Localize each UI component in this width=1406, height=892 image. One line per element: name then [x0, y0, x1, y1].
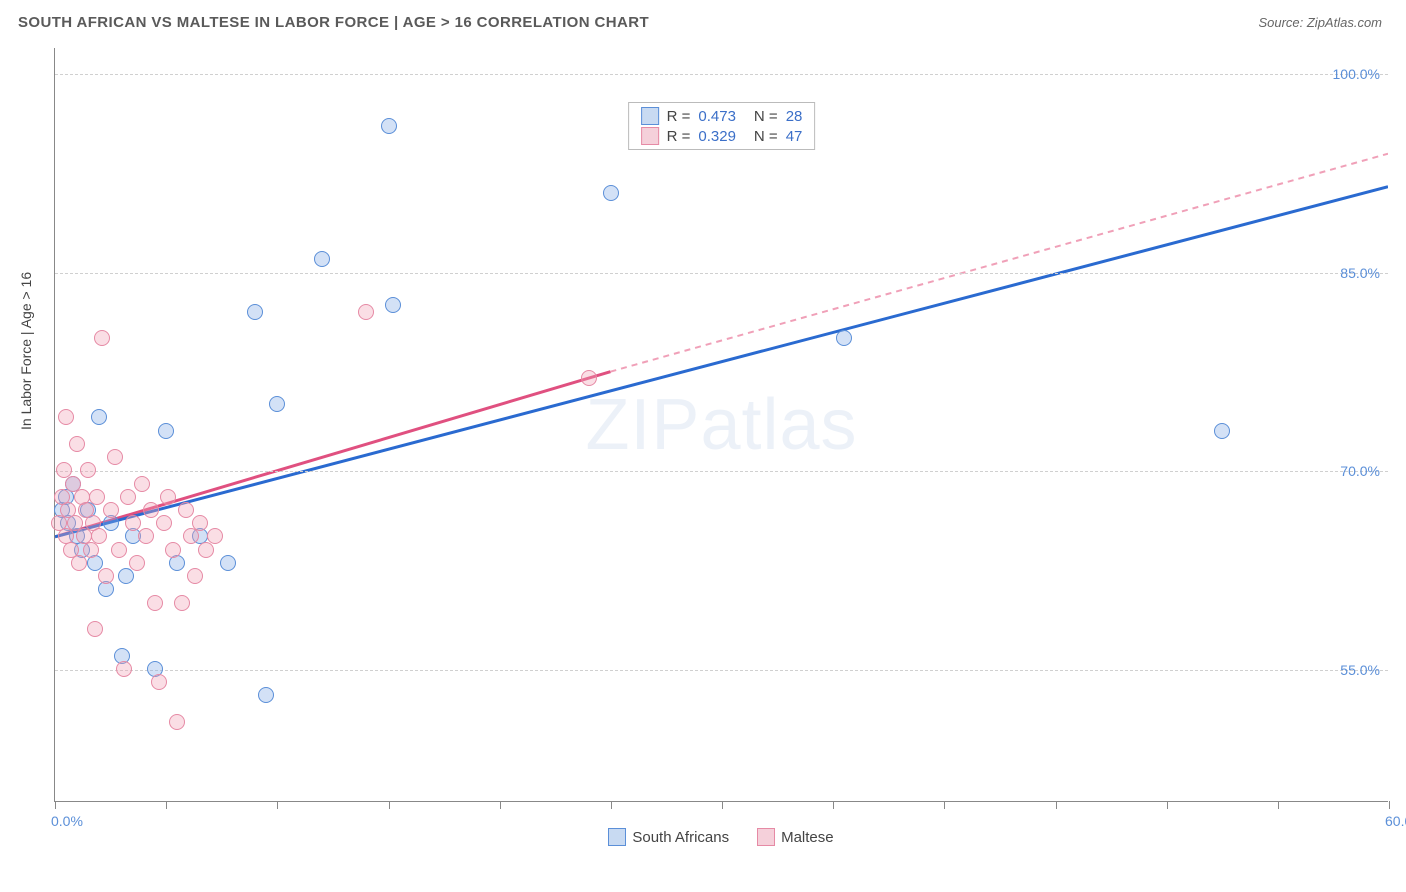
chart-title: SOUTH AFRICAN VS MALTESE IN LABOR FORCE … — [18, 14, 649, 31]
stat-n-value: 28 — [786, 108, 803, 125]
data-point — [98, 568, 114, 584]
data-point — [358, 304, 374, 320]
stat-r-label: R = — [667, 128, 691, 145]
y-tick-label: 85.0% — [1340, 265, 1380, 281]
y-axis-title: In Labor Force | Age > 16 — [18, 272, 34, 430]
x-tick — [166, 801, 167, 809]
data-point — [80, 462, 96, 478]
legend-swatch — [757, 828, 775, 846]
data-point — [156, 515, 172, 531]
chart-area: ZIPatlas R = 0.473 N = 28 R = 0.329 N = … — [54, 48, 1388, 802]
data-point — [69, 436, 85, 452]
data-point — [187, 568, 203, 584]
x-tick — [500, 801, 501, 809]
x-tick — [55, 801, 56, 809]
gridline — [55, 74, 1388, 75]
data-point — [178, 502, 194, 518]
stat-n-label: N = — [754, 128, 778, 145]
gridline — [55, 471, 1388, 472]
data-point — [94, 330, 110, 346]
stats-row: R = 0.473 N = 28 — [641, 107, 803, 125]
stat-r-label: R = — [667, 108, 691, 125]
data-point — [71, 555, 87, 571]
data-point — [138, 528, 154, 544]
x-tick — [833, 801, 834, 809]
data-point — [87, 621, 103, 637]
x-tick — [1389, 801, 1390, 809]
x-tick — [1167, 801, 1168, 809]
data-point — [247, 304, 263, 320]
x-tick — [722, 801, 723, 809]
legend-swatch — [608, 828, 626, 846]
stat-n-value: 47 — [786, 128, 803, 145]
data-point — [381, 118, 397, 134]
data-point — [91, 528, 107, 544]
y-tick-label: 70.0% — [1340, 463, 1380, 479]
data-point — [118, 568, 134, 584]
legend-label: Maltese — [781, 829, 834, 846]
stats-legend: R = 0.473 N = 28 R = 0.329 N = 47 — [628, 102, 816, 150]
trend-lines — [55, 48, 1388, 801]
legend-swatch — [641, 107, 659, 125]
data-point — [147, 595, 163, 611]
data-point — [165, 542, 181, 558]
data-point — [169, 714, 185, 730]
data-point — [58, 409, 74, 425]
gridline — [55, 670, 1388, 671]
data-point — [836, 330, 852, 346]
data-point — [125, 515, 141, 531]
y-tick-label: 100.0% — [1333, 66, 1380, 82]
data-point — [129, 555, 145, 571]
x-tick — [1278, 801, 1279, 809]
data-point — [120, 489, 136, 505]
data-point — [192, 515, 208, 531]
legend-item: South Africans — [608, 828, 729, 846]
x-tick — [389, 801, 390, 809]
data-point — [111, 542, 127, 558]
data-point — [134, 476, 150, 492]
data-point — [116, 661, 132, 677]
x-tick — [277, 801, 278, 809]
legend-item: Maltese — [757, 828, 834, 846]
data-point — [220, 555, 236, 571]
x-tick — [611, 801, 612, 809]
data-point — [314, 251, 330, 267]
data-point — [158, 423, 174, 439]
data-point — [160, 489, 176, 505]
data-point — [269, 396, 285, 412]
header-row: SOUTH AFRICAN VS MALTESE IN LABOR FORCE … — [0, 0, 1406, 41]
stats-row: R = 0.329 N = 47 — [641, 127, 803, 145]
data-point — [603, 185, 619, 201]
data-point — [207, 528, 223, 544]
data-point — [151, 674, 167, 690]
stat-r-value: 0.329 — [698, 128, 736, 145]
x-tick-label: 0.0% — [51, 813, 83, 829]
y-tick-label: 55.0% — [1340, 662, 1380, 678]
gridline — [55, 273, 1388, 274]
data-point — [174, 595, 190, 611]
data-point — [258, 687, 274, 703]
watermark: ZIPatlas — [585, 384, 857, 466]
source-label: Source: ZipAtlas.com — [1258, 15, 1382, 30]
data-point — [385, 297, 401, 313]
legend-label: South Africans — [632, 829, 729, 846]
data-point — [581, 370, 597, 386]
data-point — [107, 449, 123, 465]
x-tick — [1056, 801, 1057, 809]
stat-n-label: N = — [754, 108, 778, 125]
data-point — [143, 502, 159, 518]
data-point — [103, 502, 119, 518]
x-tick-label: 60.0% — [1385, 813, 1406, 829]
data-point — [91, 409, 107, 425]
stat-r-value: 0.473 — [698, 108, 736, 125]
bottom-legend: South Africans Maltese — [54, 828, 1388, 846]
legend-swatch — [641, 127, 659, 145]
data-point — [1214, 423, 1230, 439]
x-tick — [944, 801, 945, 809]
data-point — [89, 489, 105, 505]
